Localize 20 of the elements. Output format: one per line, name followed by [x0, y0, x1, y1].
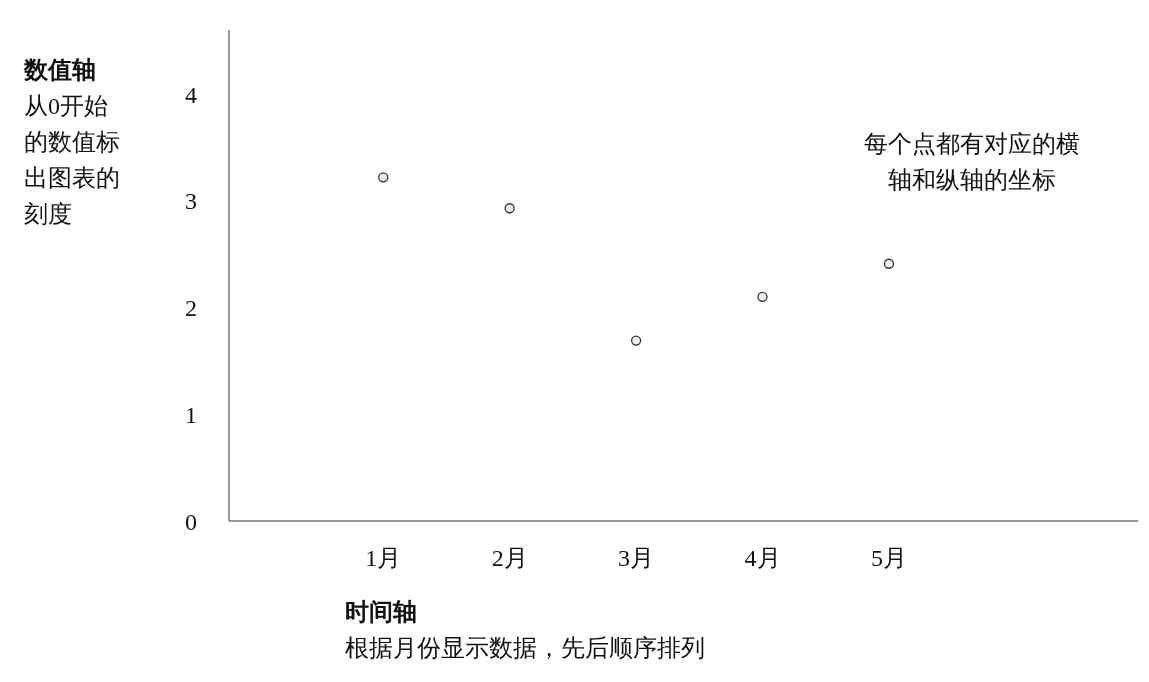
y-tick-label: 3: [185, 188, 197, 215]
x-axis-title: 时间轴: [345, 598, 418, 627]
annotation: 每个点都有对应的横轴和纵轴的坐标: [863, 130, 1081, 195]
y-axis-title: 数值轴: [24, 56, 97, 85]
y-tick-label: 0: [185, 508, 197, 535]
y-tick-label: 2: [185, 295, 197, 322]
y-tick-label: 4: [185, 81, 197, 108]
text: 从0开始的数值标出图表的刻度: [24, 92, 121, 229]
x-tick-label: 3月: [618, 545, 655, 572]
x-tick-label: 1月: [365, 545, 402, 572]
x-tick-label: 5月: [870, 545, 907, 572]
point: [883, 258, 895, 269]
point: [504, 203, 515, 214]
point: [630, 335, 642, 346]
x-tick-label: 4月: [744, 545, 781, 572]
point: [757, 291, 768, 302]
text: 根据月份显示数据，先后顺序排列: [345, 634, 706, 663]
point: [378, 172, 389, 183]
x-tick-label: 2月: [491, 545, 528, 572]
y-tick-label: 1: [185, 401, 197, 428]
